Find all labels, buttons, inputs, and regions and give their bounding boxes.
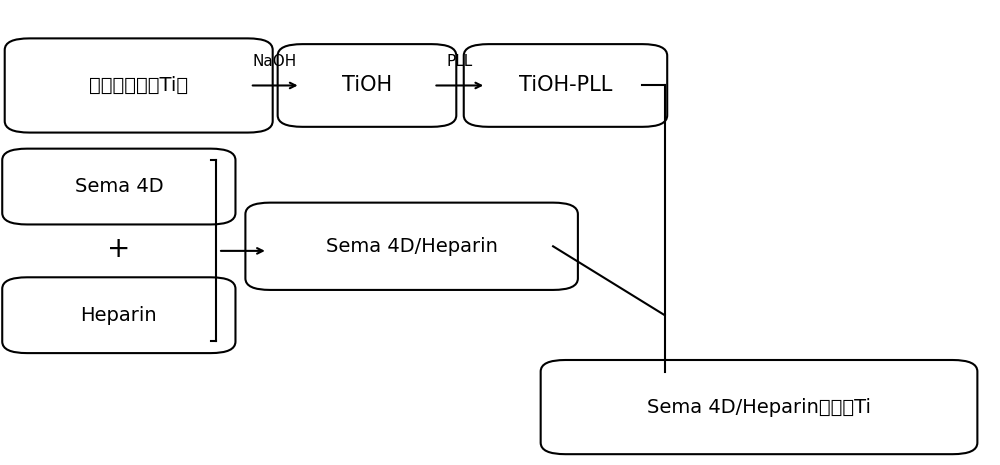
Text: Heparin: Heparin [81, 306, 157, 325]
FancyBboxPatch shape [245, 203, 578, 290]
Text: Sema 4D/Heparin: Sema 4D/Heparin [326, 237, 498, 256]
FancyBboxPatch shape [541, 360, 977, 454]
Text: PLL: PLL [446, 54, 472, 69]
FancyBboxPatch shape [2, 149, 235, 225]
Text: TiOH: TiOH [342, 75, 392, 95]
FancyBboxPatch shape [464, 44, 667, 127]
FancyBboxPatch shape [278, 44, 456, 127]
Text: NaOH: NaOH [253, 54, 297, 69]
Text: Sema 4D/Heparin修饰的Ti: Sema 4D/Heparin修饰的Ti [647, 398, 871, 417]
FancyBboxPatch shape [5, 39, 273, 133]
Text: 心血管材料（Ti）: 心血管材料（Ti） [89, 76, 188, 95]
Text: TiOH-PLL: TiOH-PLL [519, 75, 612, 95]
FancyBboxPatch shape [2, 277, 235, 353]
Text: +: + [107, 234, 131, 263]
Text: Sema 4D: Sema 4D [75, 177, 163, 196]
